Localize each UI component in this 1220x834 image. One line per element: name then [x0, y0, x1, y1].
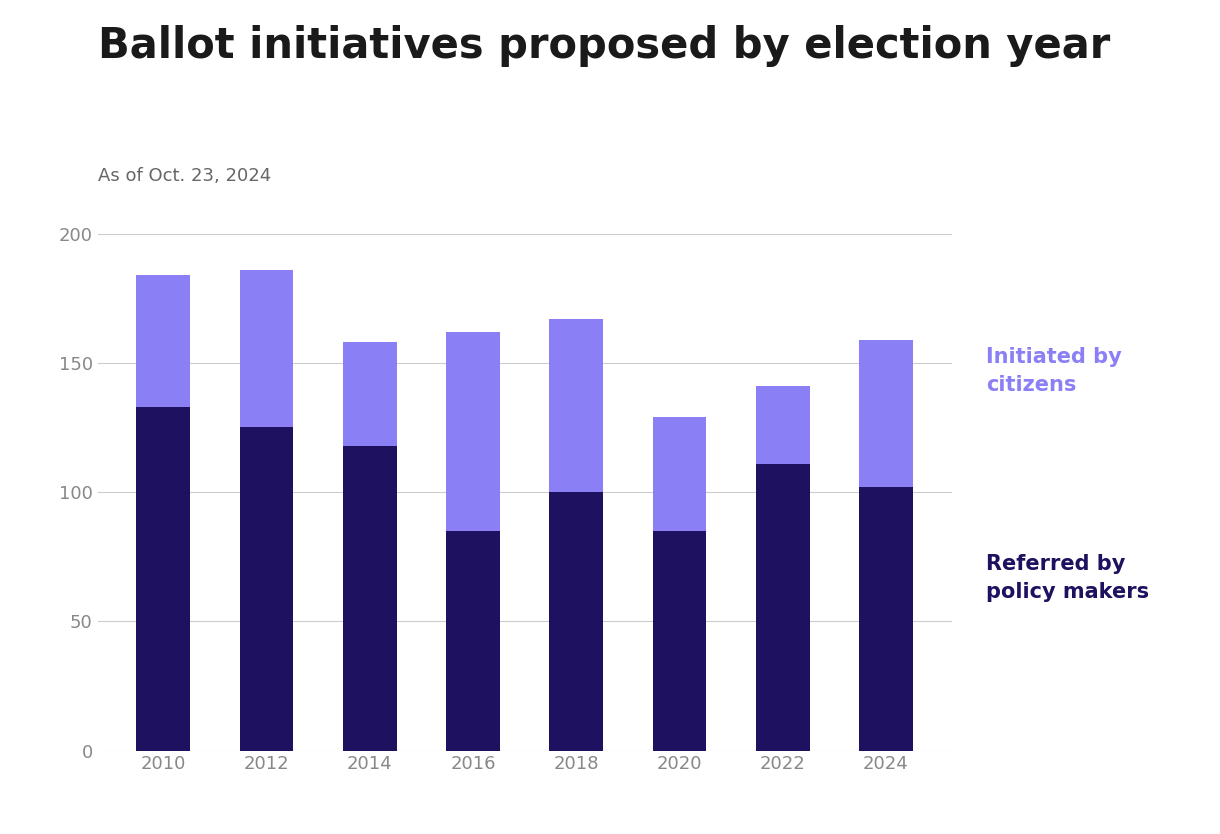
- Text: Referred by
policy makers: Referred by policy makers: [986, 554, 1149, 602]
- Bar: [239, 427, 293, 751]
- Bar: [343, 445, 396, 751]
- Bar: [343, 342, 396, 445]
- Bar: [239, 269, 293, 427]
- Bar: [447, 531, 500, 751]
- Bar: [653, 531, 706, 751]
- Bar: [859, 339, 913, 487]
- Bar: [447, 332, 500, 531]
- Text: As of Oct. 23, 2024: As of Oct. 23, 2024: [98, 167, 271, 185]
- Bar: [756, 386, 810, 464]
- Bar: [859, 487, 913, 751]
- Text: Initiated by
citizens: Initiated by citizens: [986, 347, 1121, 395]
- Bar: [756, 464, 810, 751]
- Text: Ballot initiatives proposed by election year: Ballot initiatives proposed by election …: [98, 25, 1110, 67]
- Bar: [137, 275, 190, 407]
- Bar: [137, 407, 190, 751]
- Bar: [549, 319, 603, 492]
- Bar: [549, 492, 603, 751]
- Bar: [653, 417, 706, 531]
